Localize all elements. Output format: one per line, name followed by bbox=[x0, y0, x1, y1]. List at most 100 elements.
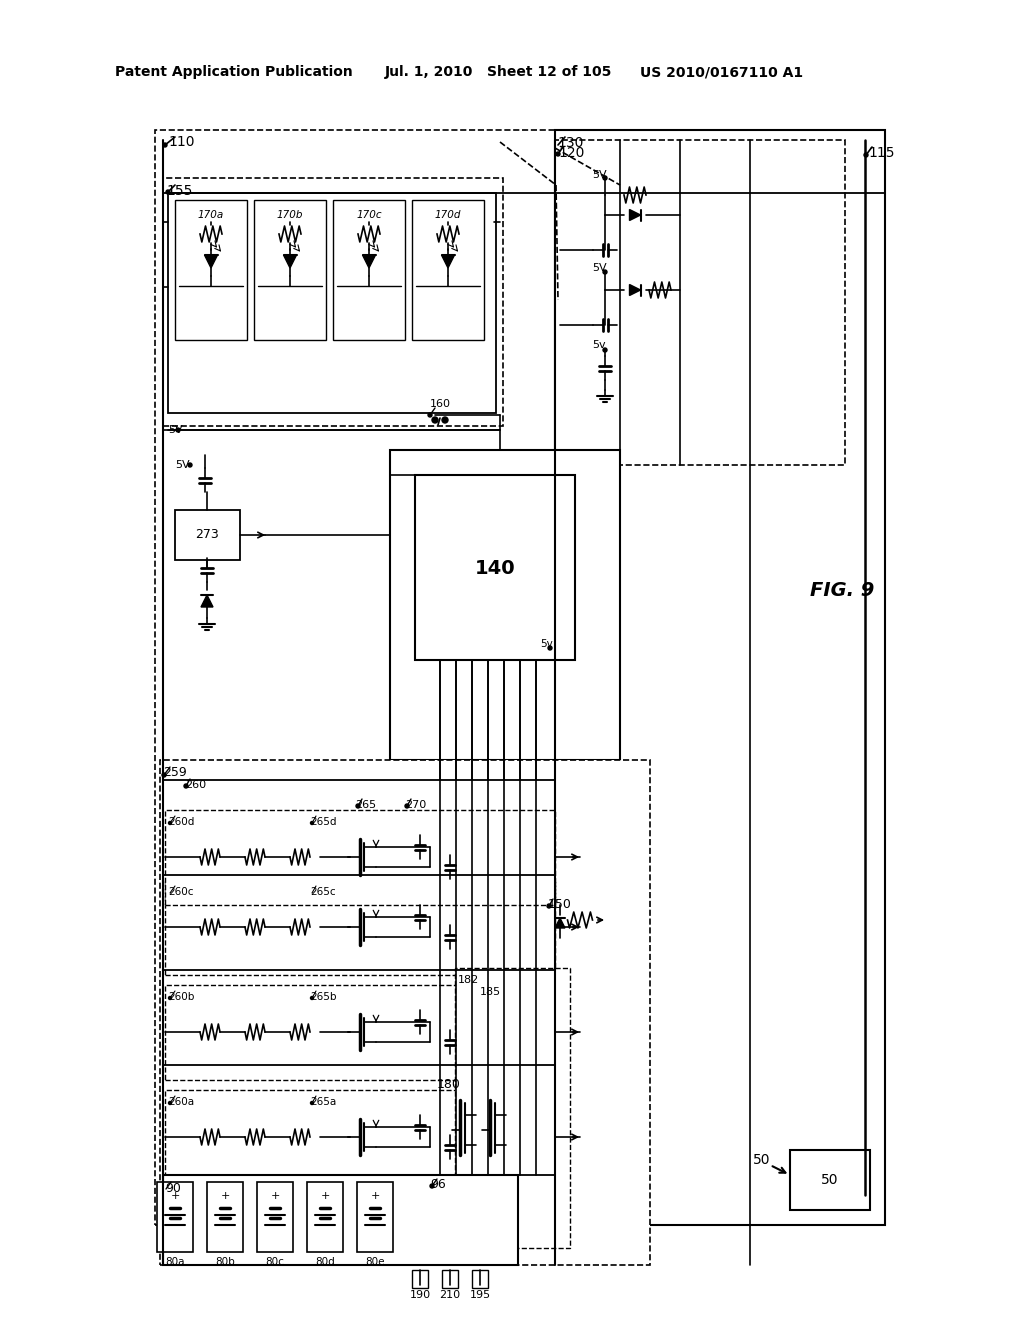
Bar bbox=[333, 201, 406, 341]
Circle shape bbox=[310, 821, 313, 825]
Circle shape bbox=[432, 417, 438, 422]
Text: 5V: 5V bbox=[592, 170, 606, 180]
Text: 270: 270 bbox=[406, 800, 426, 810]
Text: 259: 259 bbox=[163, 767, 186, 780]
Polygon shape bbox=[284, 255, 297, 268]
Bar bbox=[412, 201, 484, 341]
Text: 170d: 170d bbox=[435, 210, 461, 220]
Bar bbox=[157, 1181, 193, 1251]
Polygon shape bbox=[441, 255, 455, 268]
Text: 140: 140 bbox=[475, 558, 515, 578]
Text: 210: 210 bbox=[439, 1290, 461, 1300]
Bar bbox=[155, 129, 885, 1225]
Text: 265a: 265a bbox=[310, 1097, 336, 1107]
Circle shape bbox=[163, 143, 167, 147]
Text: 170a: 170a bbox=[198, 210, 224, 220]
Text: 160: 160 bbox=[430, 399, 451, 409]
Circle shape bbox=[430, 1184, 434, 1188]
Text: 170b: 170b bbox=[276, 210, 303, 220]
Text: 5V: 5V bbox=[168, 425, 182, 436]
Text: 80a: 80a bbox=[165, 1257, 184, 1267]
Polygon shape bbox=[630, 285, 640, 296]
Circle shape bbox=[603, 348, 607, 352]
Text: 155: 155 bbox=[166, 183, 193, 198]
Bar bbox=[165, 1090, 555, 1185]
Text: 180: 180 bbox=[437, 1078, 461, 1092]
Text: 182: 182 bbox=[458, 975, 479, 985]
Bar bbox=[207, 1181, 243, 1251]
Text: US 2010/0167110 A1: US 2010/0167110 A1 bbox=[640, 65, 803, 79]
Bar bbox=[165, 880, 555, 975]
Circle shape bbox=[603, 176, 607, 180]
Text: 260c: 260c bbox=[168, 887, 194, 898]
Text: 273: 273 bbox=[196, 528, 219, 541]
Circle shape bbox=[169, 997, 171, 999]
Circle shape bbox=[556, 152, 560, 156]
Polygon shape bbox=[201, 595, 213, 607]
Text: +: + bbox=[220, 1191, 229, 1201]
Text: 195: 195 bbox=[469, 1290, 490, 1300]
Text: 50: 50 bbox=[821, 1173, 839, 1187]
Bar bbox=[472, 1270, 488, 1288]
Text: 260: 260 bbox=[185, 780, 206, 789]
Bar bbox=[254, 201, 326, 341]
Circle shape bbox=[556, 143, 560, 147]
Text: +: + bbox=[321, 1191, 330, 1201]
Text: 80d: 80d bbox=[315, 1257, 335, 1267]
Text: 150: 150 bbox=[548, 899, 571, 912]
Polygon shape bbox=[205, 255, 217, 268]
Text: 260b: 260b bbox=[168, 993, 195, 1002]
Bar bbox=[455, 968, 570, 1247]
Circle shape bbox=[603, 271, 607, 275]
Text: 265b: 265b bbox=[310, 993, 337, 1002]
Bar bbox=[175, 201, 247, 341]
Text: Patent Application Publication: Patent Application Publication bbox=[115, 65, 352, 79]
Circle shape bbox=[428, 413, 432, 417]
Text: 130: 130 bbox=[557, 136, 584, 150]
Bar bbox=[555, 129, 885, 1225]
Circle shape bbox=[442, 417, 449, 422]
Bar bbox=[790, 1150, 870, 1210]
Circle shape bbox=[162, 774, 166, 777]
Circle shape bbox=[184, 784, 188, 788]
Text: 120: 120 bbox=[558, 147, 585, 160]
Circle shape bbox=[310, 997, 313, 999]
Text: Jul. 1, 2010   Sheet 12 of 105: Jul. 1, 2010 Sheet 12 of 105 bbox=[385, 65, 612, 79]
Text: 190: 190 bbox=[410, 1290, 430, 1300]
Bar bbox=[163, 1175, 518, 1265]
Text: 185: 185 bbox=[480, 987, 501, 997]
Bar bbox=[175, 510, 240, 560]
Text: 170c: 170c bbox=[356, 210, 382, 220]
Text: 265c: 265c bbox=[310, 887, 336, 898]
Text: 5V: 5V bbox=[175, 459, 189, 470]
Circle shape bbox=[169, 891, 171, 895]
Text: 50: 50 bbox=[754, 1152, 771, 1167]
Text: 5V: 5V bbox=[592, 263, 606, 273]
Circle shape bbox=[188, 463, 193, 467]
Text: 260a: 260a bbox=[168, 1097, 195, 1107]
Text: 265d: 265d bbox=[310, 817, 337, 828]
Text: 80b: 80b bbox=[215, 1257, 234, 1267]
Text: 5v: 5v bbox=[592, 341, 605, 350]
Circle shape bbox=[356, 804, 360, 808]
Circle shape bbox=[169, 821, 171, 825]
Text: +: + bbox=[270, 1191, 280, 1201]
Bar bbox=[442, 1270, 458, 1288]
Text: 80c: 80c bbox=[265, 1257, 285, 1267]
Bar bbox=[257, 1181, 293, 1251]
Bar bbox=[555, 140, 845, 465]
Bar bbox=[163, 178, 503, 426]
Circle shape bbox=[864, 153, 868, 157]
Text: 260d: 260d bbox=[168, 817, 195, 828]
Text: FIG. 9: FIG. 9 bbox=[810, 581, 874, 599]
Bar bbox=[165, 985, 555, 1080]
Circle shape bbox=[547, 904, 551, 908]
Bar bbox=[160, 760, 650, 1265]
Text: +: + bbox=[371, 1191, 380, 1201]
Bar bbox=[415, 475, 575, 660]
Bar bbox=[357, 1181, 393, 1251]
Text: 115: 115 bbox=[868, 147, 895, 160]
Text: 90: 90 bbox=[165, 1181, 181, 1195]
Bar bbox=[412, 1270, 428, 1288]
Circle shape bbox=[166, 190, 170, 194]
